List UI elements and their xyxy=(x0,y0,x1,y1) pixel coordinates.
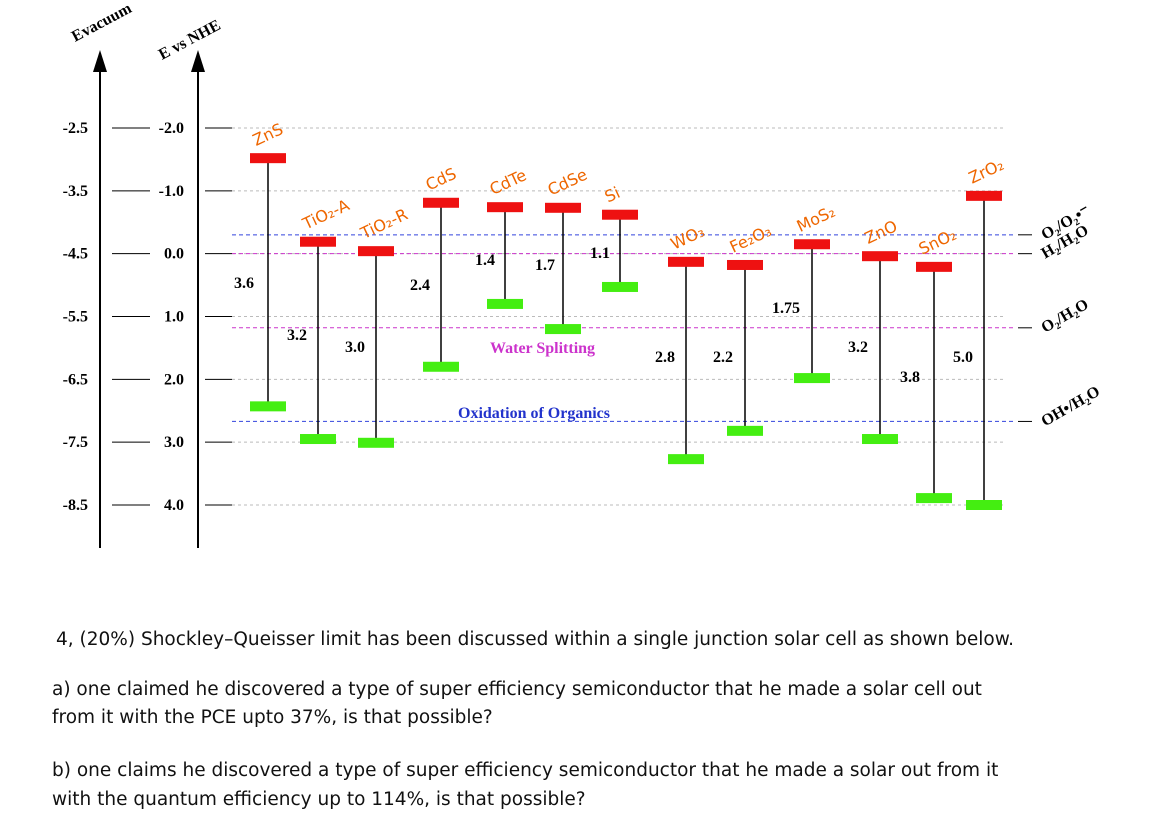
nhe-tick-label: -1.0 xyxy=(159,183,184,200)
question-line: from it with the PCE upto 37%, is that p… xyxy=(52,707,493,728)
nhe-tick-label: -2.0 xyxy=(159,120,184,137)
conduction-band xyxy=(862,251,898,262)
conduction-band xyxy=(545,202,581,213)
conduction-band xyxy=(668,256,704,267)
band-gap-label: 1.75 xyxy=(772,300,800,317)
vacuum-title-sub: vacuum xyxy=(79,0,135,40)
nhe-tick-label: 1.0 xyxy=(164,309,184,326)
material-name: TiO₂-A xyxy=(299,195,352,233)
valence-band xyxy=(966,500,1002,510)
material-name: ZnO xyxy=(862,216,901,247)
material-name: TiO₂-R xyxy=(357,205,411,244)
valence-band xyxy=(250,401,286,412)
valence-band xyxy=(727,425,763,436)
band-gap-label: 2.8 xyxy=(655,349,675,366)
vacuum-tick-label: -7.5 xyxy=(63,434,88,451)
nhe-tick-label: 4.0 xyxy=(164,497,184,514)
vacuum-tick-label: -2.5 xyxy=(63,120,88,137)
material-name: ZrO₂ xyxy=(966,155,1007,188)
material-name: MoS₂ xyxy=(794,202,838,236)
reference-label: O₂/H₂O xyxy=(1039,296,1092,336)
vacuum-tick-label: -3.5 xyxy=(63,183,88,200)
vacuum-tick-label: -5.5 xyxy=(63,309,88,326)
band-gap-label: 5.0 xyxy=(953,349,973,366)
question-line: 4, (20%) Shockley–Queisser limit has bee… xyxy=(56,629,1014,650)
conduction-band xyxy=(916,261,952,272)
arrow xyxy=(93,50,107,72)
conduction-band xyxy=(250,153,286,164)
valence-band xyxy=(545,324,581,335)
valence-band xyxy=(916,493,952,504)
nhe-tick-label: 2.0 xyxy=(164,371,184,388)
band-gap-label: 3.6 xyxy=(234,275,254,292)
valence-band xyxy=(487,298,523,309)
vacuum-tick-label: -6.5 xyxy=(63,371,88,388)
conduction-band xyxy=(423,197,459,208)
question-line: with the quantum efficiency up to 114%, … xyxy=(52,789,586,810)
conduction-band xyxy=(794,239,830,250)
vacuum-tick-label: -8.5 xyxy=(63,497,88,514)
conduction-band xyxy=(602,209,638,220)
conduction-band xyxy=(358,246,394,257)
nhe-title: E vs NHE xyxy=(156,17,224,64)
material-name: CdS xyxy=(423,164,460,195)
material-name: WO₃ xyxy=(668,222,708,254)
nhe-tick-label: 3.0 xyxy=(164,434,184,451)
band-gap-label: 1.1 xyxy=(590,245,610,262)
conduction-band xyxy=(300,236,336,247)
material-name: Fe₂O₃ xyxy=(727,221,775,257)
oxidation-organics: Oxidation of Organics xyxy=(458,405,610,422)
valence-band xyxy=(300,434,336,445)
material-name: ZnS xyxy=(250,119,286,149)
material-name: CdTe xyxy=(487,165,530,198)
question-line: a) one claimed he discovered a type of s… xyxy=(52,679,982,700)
valence-band xyxy=(862,434,898,445)
valence-band xyxy=(668,454,704,465)
band-gap-label: 3.2 xyxy=(848,339,868,356)
nhe-tick-label: 0.0 xyxy=(164,246,184,263)
valence-band xyxy=(794,373,830,384)
valence-band xyxy=(423,361,459,372)
band-gap-label: 2.4 xyxy=(410,277,430,294)
conduction-band xyxy=(487,202,523,213)
material-name: Si xyxy=(602,183,623,206)
vacuum-tick-label: -4.5 xyxy=(63,246,88,263)
valence-band xyxy=(358,437,394,448)
question-line: b) one claims he discovered a type of su… xyxy=(52,760,998,781)
conduction-band xyxy=(966,190,1002,201)
band-gap-label: 3.2 xyxy=(287,327,307,344)
band-gap-label: 1.7 xyxy=(535,257,555,274)
water-splitting: Water Splitting xyxy=(490,340,595,357)
valence-band xyxy=(602,281,638,292)
arrow xyxy=(191,50,205,72)
band-gap-label: 3.8 xyxy=(900,369,920,386)
band-gap-label: 2.2 xyxy=(713,349,733,366)
band-gap-label: 1.4 xyxy=(475,252,495,269)
material-name: CdSe xyxy=(545,165,590,200)
reference-label: OH•/H₂O xyxy=(1039,383,1103,430)
band-gap-label: 3.0 xyxy=(345,339,365,356)
conduction-band xyxy=(727,259,763,270)
